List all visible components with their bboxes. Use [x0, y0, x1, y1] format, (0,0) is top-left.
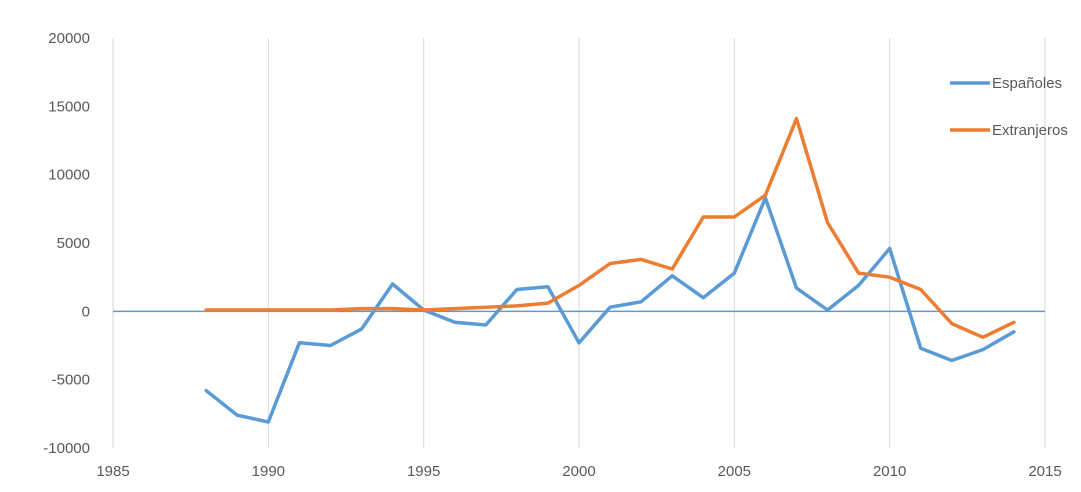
point-espanoles-1998	[515, 288, 518, 291]
tick-labels: -10000 -5000 0 5000 10000 15000 20000 1985 1990 1…	[43, 30, 1061, 480]
point-extranjeros-1998	[515, 304, 518, 307]
point-espanoles-2001	[609, 306, 612, 309]
x-tick-label-2000: 2000	[562, 463, 595, 480]
point-extranjeros-1996	[453, 307, 456, 310]
series-line-extranjeros	[204, 116, 1016, 340]
x-tick-label-1985: 1985	[96, 463, 129, 480]
point-espanoles-2000	[578, 341, 581, 344]
point-extranjeros-2002	[640, 258, 643, 261]
y-tick-label--5000: -5000	[52, 372, 90, 389]
point-extranjeros-2011	[919, 288, 922, 291]
point-espanoles-2008	[826, 308, 829, 311]
point-espanoles-2002	[640, 300, 643, 303]
x-tick-label-1990: 1990	[252, 463, 285, 480]
point-extranjeros-1988	[205, 308, 208, 311]
point-extranjeros-2010	[888, 276, 891, 279]
point-extranjeros-2005	[733, 216, 736, 219]
y-tick-label-5000: 5000	[57, 235, 90, 252]
point-extranjeros-2000	[578, 284, 581, 287]
point-espanoles-1992	[329, 344, 332, 347]
point-extranjeros-1999	[546, 302, 549, 305]
point-extranjeros-2013	[981, 336, 984, 339]
point-extranjeros-1990	[267, 308, 270, 311]
legend-label-extranjeros: Extranjeros	[992, 122, 1068, 139]
point-espanoles-1996	[453, 321, 456, 324]
point-extranjeros-1995	[422, 308, 425, 311]
point-espanoles-1991	[298, 341, 301, 344]
legend: Españoles Extranjeros	[950, 75, 1068, 139]
y-tick-label-10000: 10000	[48, 167, 90, 184]
point-espanoles-1990	[267, 421, 270, 424]
y-tick-label-15000: 15000	[48, 98, 90, 115]
y-tick-label-20000: 20000	[48, 30, 90, 47]
y-tick-label--10000: -10000	[43, 440, 90, 457]
point-extranjeros-2009	[857, 272, 860, 275]
point-extranjeros-1997	[484, 306, 487, 309]
point-extranjeros-1991	[298, 308, 301, 311]
point-espanoles-2014	[1012, 330, 1015, 333]
point-espanoles-1997	[484, 324, 487, 327]
legend-label-espanoles: Españoles	[992, 75, 1062, 92]
point-extranjeros-2008	[826, 221, 829, 224]
point-espanoles-2011	[919, 347, 922, 350]
point-extranjeros-2007	[795, 117, 798, 120]
x-tick-label-2015: 2015	[1028, 463, 1061, 480]
point-extranjeros-1989	[236, 308, 239, 311]
point-extranjeros-2014	[1012, 321, 1015, 324]
series-lines	[204, 116, 1016, 424]
point-espanoles-1989	[236, 414, 239, 417]
point-espanoles-2004	[702, 296, 705, 299]
gridlines	[112, 38, 1046, 448]
point-espanoles-2010	[888, 247, 891, 250]
x-tick-label-2005: 2005	[718, 463, 751, 480]
series-line-espanoles	[204, 196, 1016, 424]
point-extranjeros-1994	[391, 307, 394, 310]
point-espanoles-1999	[546, 285, 549, 288]
point-espanoles-1993	[360, 328, 363, 331]
point-espanoles-2013	[981, 348, 984, 351]
point-extranjeros-1993	[360, 307, 363, 310]
y-tick-label-0: 0	[82, 303, 90, 320]
point-espanoles-2007	[795, 287, 798, 290]
point-extranjeros-2012	[950, 322, 953, 325]
point-espanoles-2009	[857, 284, 860, 287]
point-extranjeros-2006	[764, 194, 767, 197]
point-espanoles-1988	[205, 389, 208, 392]
point-espanoles-1994	[391, 283, 394, 286]
point-espanoles-2003	[671, 274, 674, 277]
point-espanoles-2005	[733, 272, 736, 275]
point-extranjeros-2004	[702, 216, 705, 219]
point-extranjeros-1992	[329, 308, 332, 311]
point-extranjeros-2003	[671, 267, 674, 270]
x-tick-label-2010: 2010	[873, 463, 906, 480]
x-tick-label-1995: 1995	[407, 463, 440, 480]
point-espanoles-2012	[950, 359, 953, 362]
point-extranjeros-2001	[609, 262, 612, 265]
